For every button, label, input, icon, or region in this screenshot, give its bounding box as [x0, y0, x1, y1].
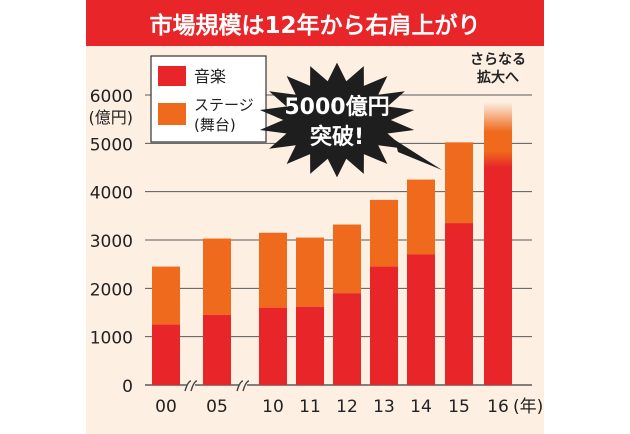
bar-music [152, 324, 180, 385]
legend-label-stage: ステージ [194, 96, 254, 114]
projection-text-line2: 拡大へ [477, 69, 519, 86]
bar-music [259, 307, 287, 385]
axis-break-2-gap [239, 384, 247, 387]
axis-break-1 [190, 380, 198, 392]
axis-break-2 [242, 380, 250, 392]
axis-break-1-gap [187, 384, 195, 387]
bar-stage [259, 232, 287, 308]
y-tick-label: 3000 [90, 232, 133, 252]
bar-music [333, 293, 361, 385]
y-tick-label: 1000 [90, 329, 133, 349]
x-tick-label: 14 [410, 397, 432, 417]
bar-music [203, 314, 231, 385]
axis-break-1 [184, 380, 192, 392]
bar-stage [445, 142, 473, 224]
x-axis-unit: (年) [513, 397, 543, 417]
x-tick-label: 16 [487, 397, 509, 417]
bar-stage [152, 266, 180, 325]
bar-music [484, 167, 512, 385]
bar-stage [296, 237, 324, 307]
title-banner [86, 0, 544, 46]
y-tick-label: 4000 [90, 184, 133, 204]
burst-text-line2: 突破! [310, 124, 364, 150]
x-tick-label: 05 [206, 397, 228, 417]
axis-break-2 [236, 380, 244, 392]
bar-stage [484, 102, 512, 168]
y-tick-label: 0 [122, 377, 133, 397]
y-tick-label: 2000 [90, 280, 133, 300]
burst-text-line1: 5000億円 [284, 94, 389, 120]
x-tick-label: 12 [336, 397, 358, 417]
y-tick-label: 5000 [90, 135, 133, 155]
bar-stage [203, 238, 231, 315]
legend-swatch-music [158, 66, 186, 86]
bar-stage [407, 179, 435, 255]
bar-music [445, 223, 473, 385]
legend-label-music: 音楽 [194, 67, 226, 86]
burst-pointer [395, 140, 442, 170]
bar-music [407, 254, 435, 385]
legend-label-stage-sub: (舞台) [194, 116, 236, 134]
bar-stage [370, 199, 398, 267]
bar-music [296, 306, 324, 385]
bar-music [370, 266, 398, 385]
x-tick-label: 13 [373, 397, 395, 417]
bar-stage [333, 224, 361, 294]
y-tick-label: 6000 [90, 87, 133, 107]
y-axis-unit: (億円) [89, 108, 134, 127]
x-tick-label: 15 [448, 397, 470, 417]
legend-swatch-stage [158, 103, 186, 125]
x-tick-label: 00 [155, 397, 177, 417]
burst-callout [259, 62, 415, 178]
x-tick-label: 10 [262, 397, 284, 417]
x-tick-label: 11 [299, 397, 321, 417]
projection-text-line1: さらなる [470, 52, 526, 68]
chart-title: 市場規模は12年から右肩上がり [149, 12, 480, 39]
